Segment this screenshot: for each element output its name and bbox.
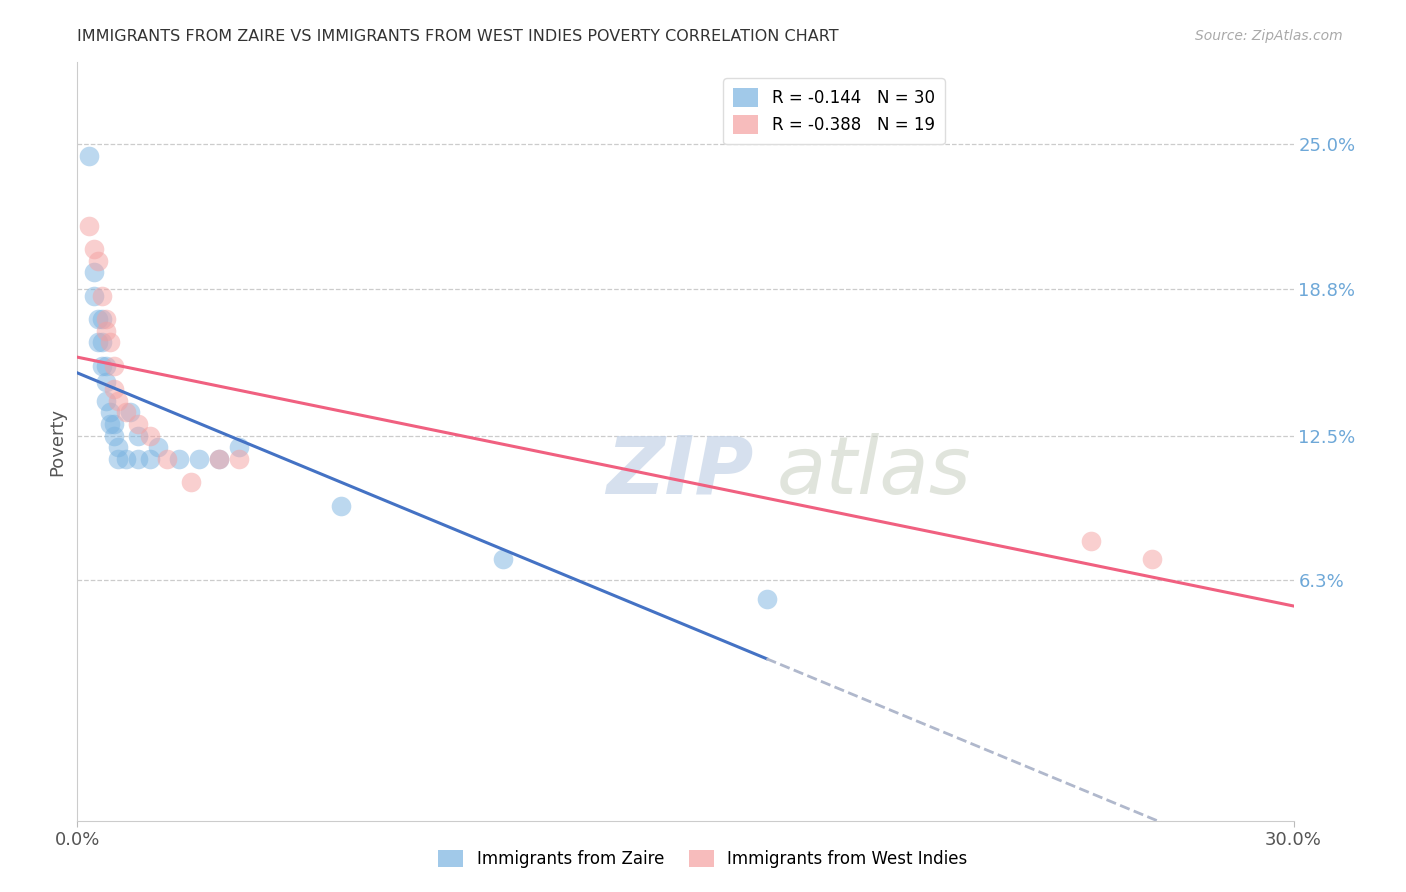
Point (115, 452, 138, 467)
Point (90, 289, 112, 303)
Point (755, 592, 778, 607)
Point (94, 312, 117, 326)
Point (79, 149, 101, 163)
Point (103, 428, 125, 442)
Point (107, 393, 129, 408)
Point (180, 475, 202, 490)
Point (139, 428, 162, 442)
Text: atlas: atlas (776, 433, 972, 511)
Point (167, 452, 190, 467)
Legend: Immigrants from Zaire, Immigrants from West Indies: Immigrants from Zaire, Immigrants from W… (432, 843, 974, 875)
Point (83, 242, 105, 256)
Point (127, 428, 149, 442)
Point (115, 405, 138, 419)
Point (329, 499, 352, 513)
Point (98, 335, 121, 350)
Point (94, 375, 117, 389)
Point (118, 405, 141, 419)
Point (103, 417, 125, 431)
Point (155, 452, 177, 467)
Point (83, 289, 105, 303)
Point (148, 441, 170, 455)
Point (103, 359, 125, 373)
Legend: R = -0.144   N = 30, R = -0.388   N = 19: R = -0.144 N = 30, R = -0.388 N = 19 (723, 78, 945, 144)
Point (94, 393, 117, 408)
Point (188, 452, 211, 467)
Point (127, 417, 149, 431)
Point (127, 452, 149, 467)
Point (83, 265, 105, 279)
Point (90, 359, 112, 373)
Point (94, 359, 117, 373)
Y-axis label: Poverty: Poverty (48, 408, 66, 475)
Point (98, 417, 121, 431)
Point (98, 405, 121, 419)
Point (90, 335, 112, 350)
Point (208, 452, 231, 467)
Point (86, 253, 108, 268)
Point (228, 441, 250, 455)
Point (94, 324, 117, 338)
Point (1080, 533, 1102, 548)
Point (79, 219, 101, 233)
Point (228, 452, 250, 467)
Point (86, 312, 108, 326)
Text: Source: ZipAtlas.com: Source: ZipAtlas.com (1195, 29, 1343, 43)
Point (492, 552, 515, 566)
Point (107, 441, 129, 455)
Point (139, 452, 162, 467)
Point (1140, 552, 1163, 566)
Point (103, 382, 125, 396)
Point (86, 335, 108, 350)
Text: ZIP: ZIP (606, 433, 754, 511)
Point (90, 312, 112, 326)
Point (208, 452, 231, 467)
Text: IMMIGRANTS FROM ZAIRE VS IMMIGRANTS FROM WEST INDIES POVERTY CORRELATION CHART: IMMIGRANTS FROM ZAIRE VS IMMIGRANTS FROM… (77, 29, 839, 44)
Point (107, 452, 129, 467)
